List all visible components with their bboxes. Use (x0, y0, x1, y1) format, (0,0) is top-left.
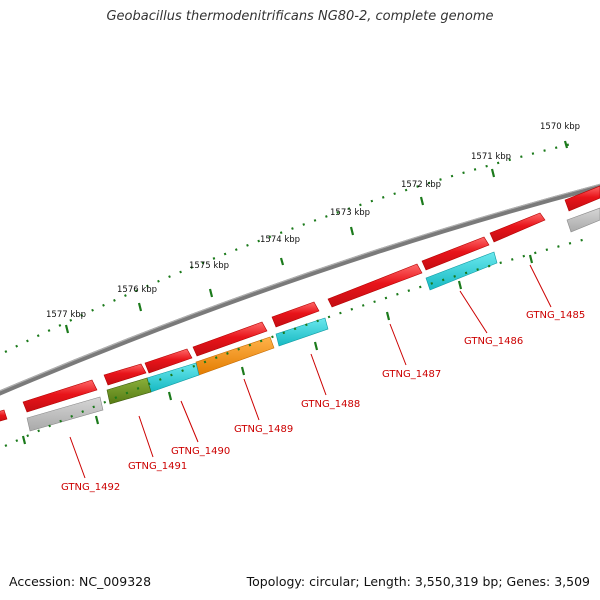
gene-arrow-1485[interactable] (489, 212, 546, 243)
gene-arrow-1492[interactable] (22, 379, 98, 413)
accession-text: Accession: NC_009328 (9, 574, 152, 589)
gene-label-1487[interactable]: GTNG_1487 (382, 369, 441, 380)
gene-arrow-1490[interactable] (144, 348, 193, 374)
gene-arrow-1488[interactable] (271, 301, 320, 328)
gene-labels: GTNG_1485 GTNG_1486 GTNG_1487 GTNG_1488 … (61, 310, 585, 493)
genome-backbone (0, 183, 600, 396)
gene-label-1485[interactable]: GTNG_1485 (526, 310, 585, 321)
feature-gray-1492[interactable] (26, 396, 104, 432)
outer-scale-track (4, 140, 576, 353)
feature-olive-1491[interactable] (106, 377, 152, 405)
gene-arrow-1489[interactable] (192, 321, 268, 357)
inner-scale-track (4, 236, 591, 448)
feature-cyan-1488[interactable] (275, 317, 329, 347)
gene-label-1486[interactable]: GTNG_1486 (464, 336, 523, 347)
gene-arrow-left-edge[interactable] (0, 409, 8, 422)
gene-label-1492[interactable]: GTNG_1492 (61, 482, 120, 493)
scale-label-1573: 1573 kbp (330, 208, 370, 218)
topology-text: Topology: circular; Length: 3,550,319 bp… (246, 574, 590, 589)
scale-label-1574: 1574 kbp (260, 235, 300, 245)
gene-label-1489[interactable]: GTNG_1489 (234, 424, 293, 435)
reverse-strand-genes (26, 207, 600, 432)
gene-arrow-right-edge[interactable] (564, 185, 600, 212)
scale-label-1575: 1575 kbp (189, 261, 229, 271)
gene-label-1491[interactable]: GTNG_1491 (128, 461, 187, 472)
scale-label-1572: 1572 kbp (401, 180, 441, 190)
scale-label-1570: 1570 kbp (540, 122, 580, 132)
label-leaders (69, 264, 552, 479)
scale-label-1576: 1576 kbp (117, 285, 157, 295)
scale-labels: 1570 kbp 1571 kbp 1572 kbp 1573 kbp 1574… (46, 122, 580, 320)
feature-gray-right-edge[interactable] (566, 207, 600, 233)
gene-arrow-1486[interactable] (421, 236, 490, 271)
genome-title: Geobacillus thermodenitrificans NG80-2, … (106, 9, 494, 24)
scale-label-1577: 1577 kbp (46, 310, 86, 320)
gene-label-1488[interactable]: GTNG_1488 (301, 399, 360, 410)
scale-label-1571: 1571 kbp (471, 152, 511, 162)
gene-label-1490[interactable]: GTNG_1490 (171, 446, 230, 457)
gene-arrow-1487[interactable] (327, 263, 423, 308)
forward-strand-genes (0, 185, 600, 422)
gene-arrow-1491[interactable] (103, 363, 147, 386)
